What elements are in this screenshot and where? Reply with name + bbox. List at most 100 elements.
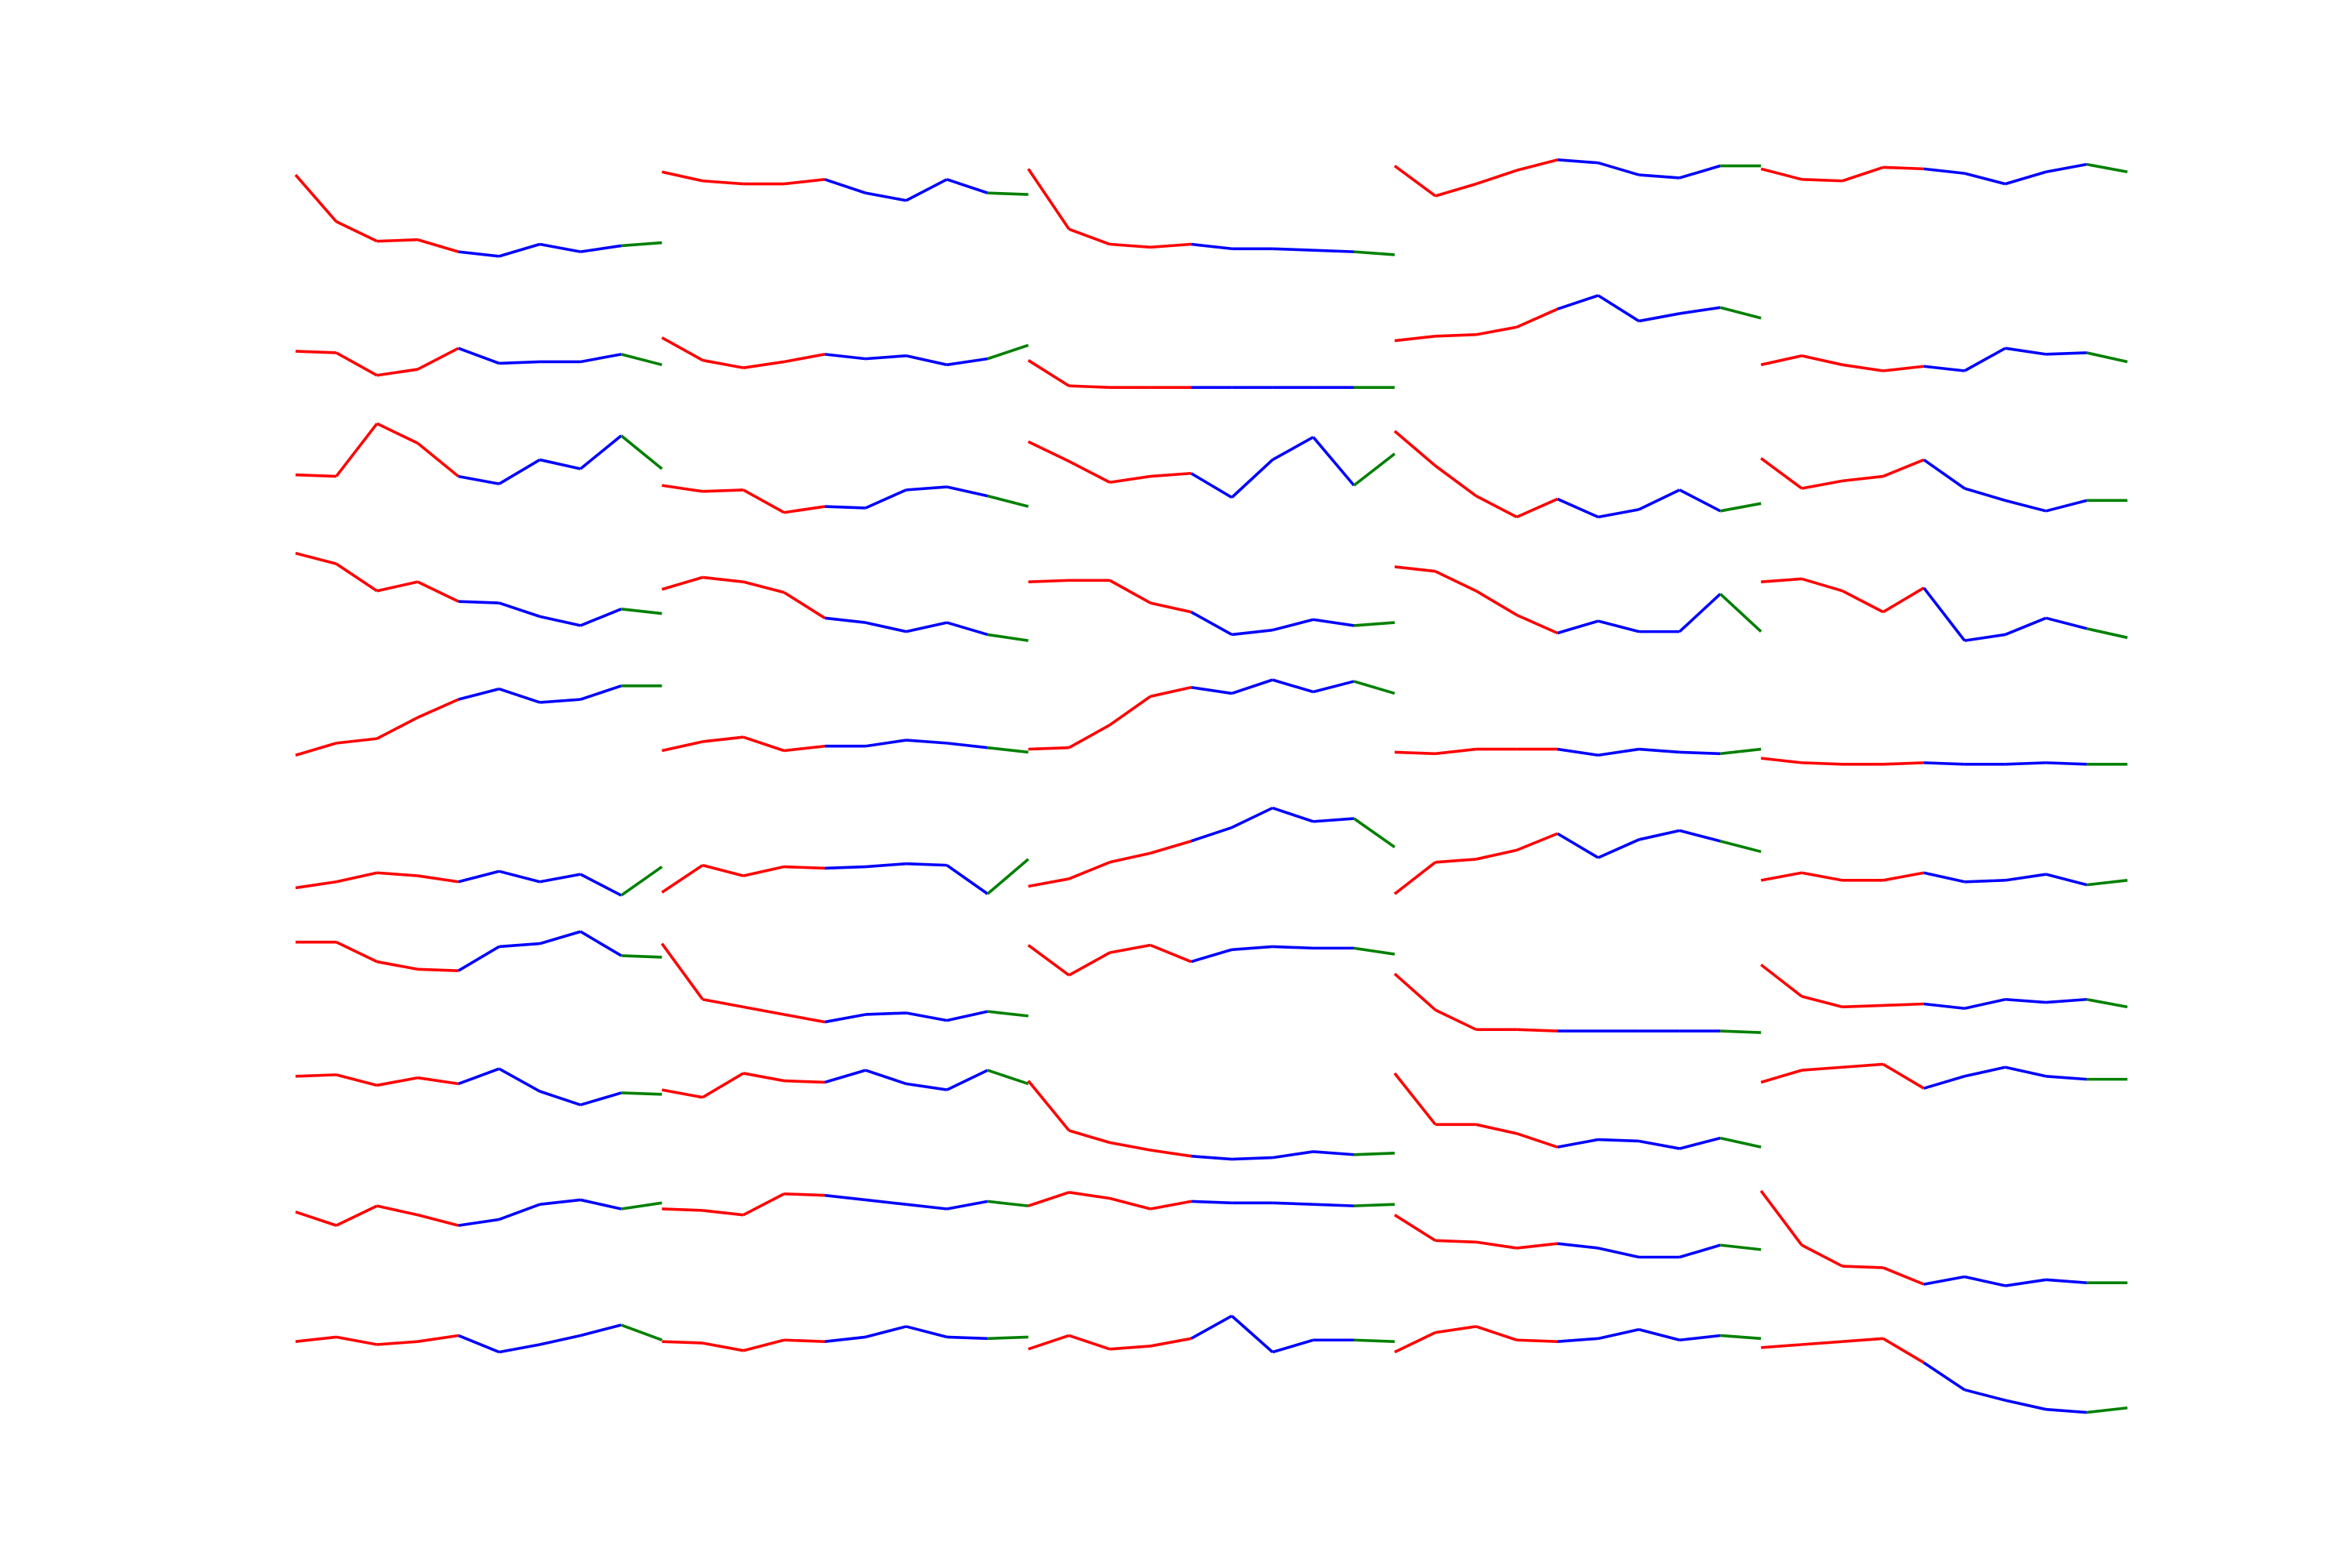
line-segment [784, 1192, 826, 1197]
line-segment [295, 742, 337, 757]
sparkline [1027, 943, 1396, 977]
line-segment [539, 698, 581, 704]
line-segment [1190, 948, 1232, 964]
line-segment [458, 1218, 499, 1227]
line-segment [1353, 1152, 1395, 1156]
line-segment [1882, 586, 1925, 614]
line-segment [294, 173, 338, 223]
line-segment [1882, 761, 1924, 766]
sparkline [661, 336, 1029, 369]
line-segment [1922, 1361, 1965, 1392]
line-segment [946, 1069, 989, 1091]
line-segment [1109, 1345, 1151, 1351]
line-segment [2045, 1074, 2087, 1081]
line-segment [1028, 877, 1069, 888]
line-segment [1150, 471, 1192, 478]
sparkline [1028, 678, 1396, 751]
line-segment [417, 874, 459, 884]
line-segment [2005, 347, 2046, 356]
line-segment [1598, 508, 1639, 519]
line-segment [1394, 565, 1436, 573]
sparkline [294, 173, 662, 258]
line-segment [661, 575, 703, 591]
line-segment [1475, 325, 1517, 336]
line-segment [702, 1341, 744, 1352]
line-segment [1027, 359, 1070, 387]
line-segment [376, 368, 419, 377]
line-segment [1435, 182, 1477, 198]
line-segment [1760, 457, 1803, 490]
line-segment [1068, 459, 1111, 484]
sparkline [1028, 1314, 1395, 1354]
line-segment [458, 1334, 500, 1354]
line-segment [1923, 871, 1965, 884]
line-segment [1353, 621, 1396, 627]
line-segment [1272, 436, 1314, 462]
line-segment [1394, 1331, 1436, 1354]
line-segment [1068, 1334, 1111, 1351]
line-segment [1639, 173, 1680, 180]
line-segment [1435, 1008, 1477, 1031]
line-segment [906, 862, 947, 867]
sparkline [1394, 565, 1762, 635]
sparkline [1027, 359, 1395, 389]
line-segment [1150, 1200, 1192, 1210]
line-segment [1557, 294, 1599, 310]
line-segment [1393, 165, 1436, 198]
line-segment [1312, 817, 1355, 823]
sparkline [1760, 1062, 2128, 1090]
line-segment [1923, 1075, 1965, 1090]
line-segment [579, 1091, 622, 1107]
line-segment [2005, 873, 2046, 882]
line-segment [1068, 861, 1111, 880]
line-segment [1312, 618, 1355, 627]
line-segment [1435, 333, 1476, 338]
line-segment [1230, 459, 1274, 499]
line-segment [742, 1072, 785, 1083]
line-segment [579, 684, 622, 701]
line-segment [742, 1338, 785, 1352]
line-segment [1882, 165, 1924, 171]
line-segment [295, 880, 337, 890]
line-segment [499, 942, 540, 949]
line-segment [1679, 829, 1721, 843]
sparkline [1394, 294, 1762, 343]
sparkline [662, 1325, 1029, 1352]
line-segment [1556, 832, 1599, 859]
line-segment [906, 1203, 947, 1210]
line-segment [742, 488, 785, 514]
line-segment [1679, 164, 1721, 180]
line-segment [417, 1076, 459, 1086]
line-segment [1191, 685, 1232, 695]
line-segment [458, 687, 500, 701]
line-segment [1475, 1325, 1518, 1341]
line-segment [1028, 1334, 1070, 1351]
line-segment [1150, 242, 1192, 249]
line-segment [499, 360, 540, 365]
line-segment [1516, 158, 1559, 172]
line-segment [906, 1011, 948, 1022]
line-segment [457, 945, 500, 972]
line-segment [1394, 750, 1436, 756]
line-segment [1109, 695, 1152, 727]
line-segment [742, 1192, 785, 1217]
sparkline [295, 1323, 662, 1354]
sparkline [661, 575, 1029, 642]
line-segment [784, 865, 826, 870]
line-segment [620, 866, 663, 897]
line-segment [1515, 832, 1559, 852]
line-segment [1352, 817, 1396, 849]
sparkline [1760, 871, 2128, 887]
line-segment [1923, 1002, 1965, 1011]
line-segment [1801, 1340, 1843, 1346]
line-segment [1435, 1325, 1477, 1334]
line-segment [458, 474, 499, 485]
line-segment [1352, 452, 1396, 487]
sparkline [1760, 162, 2128, 186]
line-segment [1964, 487, 2006, 503]
line-segment [2086, 879, 2128, 887]
line-segment [661, 336, 704, 362]
line-segment [661, 740, 703, 753]
line-segment [336, 351, 378, 377]
